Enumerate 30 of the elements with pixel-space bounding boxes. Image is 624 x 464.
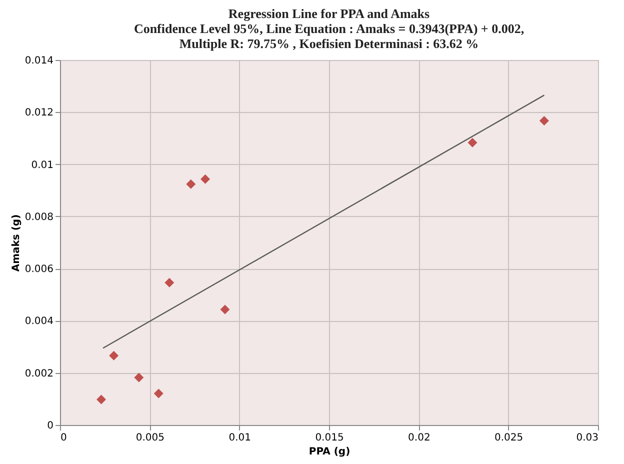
y-tick-label: 0.002 [24, 368, 54, 380]
text: Regression Line for PPA and Amaks [228, 6, 430, 21]
y-tick-label: 0 [47, 420, 54, 432]
point [468, 138, 478, 148]
y-tick-label: 0.008 [24, 212, 54, 223]
x-tick-label: 0.01 [228, 432, 251, 444]
point [134, 372, 144, 382]
text: Confidence Level 95%, Line Equation : Amaks = 0.3943(PPA) + 0.002, [134, 21, 524, 36]
y-tick-label: 0.006 [24, 264, 54, 276]
x-tick-label: 0.005 [136, 432, 164, 444]
point [220, 304, 230, 314]
x-axis-title: PPA (g) [308, 446, 350, 458]
x-tick-label: 0.025 [494, 432, 524, 444]
point [539, 116, 549, 126]
point [164, 278, 174, 288]
x-tick-label: 0.02 [408, 432, 430, 444]
text: Multiple R: 79.75% , Koefisien Determinasi : 63.62 % [179, 36, 479, 51]
y-tick-label: 0.012 [24, 108, 54, 119]
x-tick-label: 0.03 [576, 432, 598, 444]
y-tick-label: 0.014 [24, 56, 54, 66]
x-tick-label: 0 [60, 432, 67, 444]
x-tick-label: 0.015 [315, 432, 344, 444]
y-axis-title: Amaks (g) [10, 214, 22, 272]
point [154, 388, 164, 398]
point [96, 394, 106, 404]
point [186, 179, 196, 189]
y-tick-label: 0.01 [31, 160, 54, 171]
point [200, 174, 210, 184]
point [109, 350, 119, 360]
y-tick-label: 0.004 [24, 316, 54, 328]
